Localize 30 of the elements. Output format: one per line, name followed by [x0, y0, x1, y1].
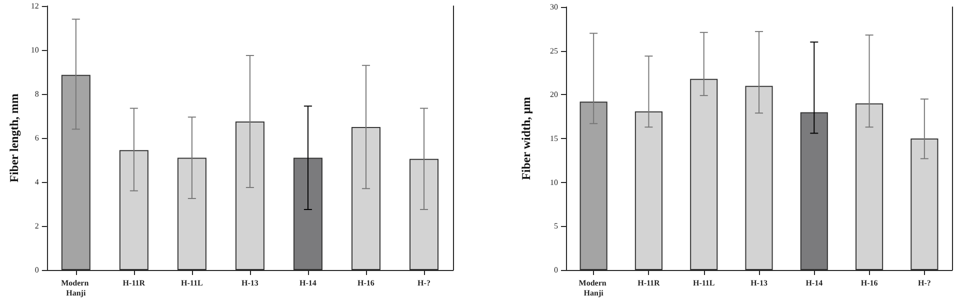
- x-tick-label: H-11L: [692, 278, 715, 288]
- y-tick-label: 10: [30, 46, 39, 54]
- x-tick-label: H-?: [918, 278, 931, 288]
- y-tick-label: 5: [554, 222, 558, 231]
- x-tick-label: H-16: [358, 278, 374, 288]
- x-tick-label: H-13: [242, 278, 258, 288]
- x-tick-label: H-13: [750, 278, 768, 288]
- y-tick-label: 0: [554, 266, 558, 274]
- y-axis-title: Fiber width, μm: [519, 97, 533, 180]
- x-tick-label: H-?: [418, 278, 430, 288]
- y-tick-label: 2: [34, 222, 39, 230]
- x-tick-label: H-14: [300, 278, 316, 288]
- x-tick-label: H-16: [860, 278, 878, 288]
- y-tick-label: 10: [550, 178, 558, 187]
- y-tick-label: 0: [34, 266, 39, 274]
- x-tick-label: H-14: [806, 278, 823, 288]
- x-tick-label: Modern Hanji: [61, 278, 91, 298]
- y-tick-label: 12: [30, 2, 39, 10]
- y-tick-label: 6: [34, 134, 39, 142]
- y-tick-label: 8: [34, 90, 39, 98]
- y-tick-label: 25: [550, 46, 558, 56]
- x-tick-label: Modern Hanji: [578, 278, 608, 298]
- x-tick-label: H-11R: [122, 278, 146, 288]
- x-tick-label: H-11L: [181, 278, 203, 288]
- y-tick-label: 4: [34, 178, 39, 186]
- x-tick-label: H-11R: [638, 278, 660, 288]
- y-tick-label: 15: [550, 134, 558, 143]
- y-tick-label: 20: [550, 90, 558, 100]
- y-axis-title: Fiber length, mm: [7, 94, 21, 182]
- y-tick-label: 30: [550, 2, 558, 12]
